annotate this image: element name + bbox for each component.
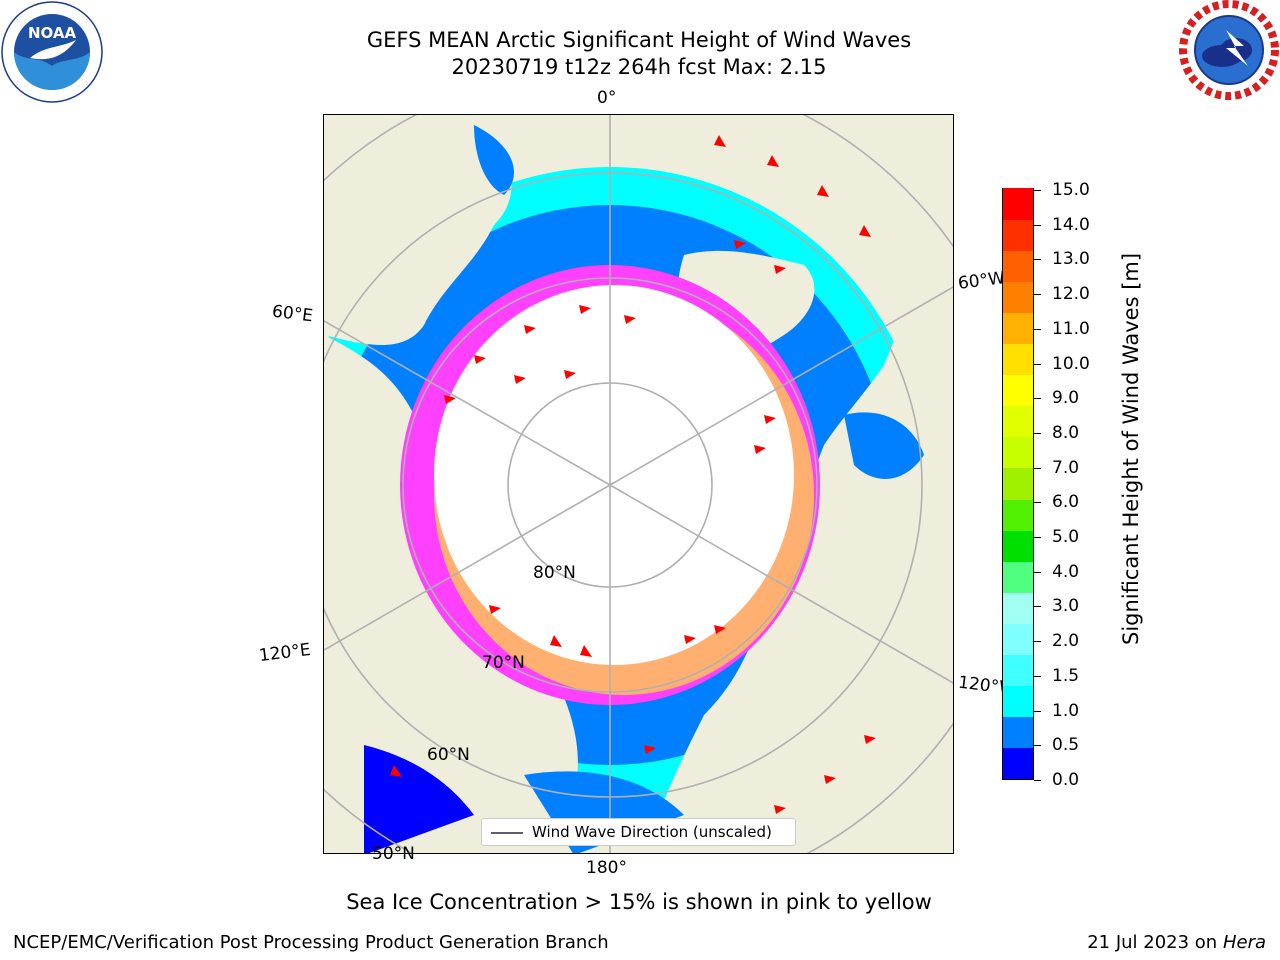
colorbar-segment — [1003, 281, 1033, 314]
colorbar-tick-mark — [1034, 537, 1041, 539]
colorbar-segment — [1003, 591, 1033, 624]
colorbar-tick-mark — [1034, 502, 1041, 504]
colorbar-tick-mark — [1034, 224, 1041, 226]
noaa-logo-text: NOAA — [28, 24, 77, 42]
colorbar-tick-mark — [1034, 328, 1041, 330]
footer-host: Hera — [1222, 932, 1266, 953]
colorbar-tick-mark — [1034, 259, 1041, 261]
wind-wave-direction-arrows — [390, 135, 876, 814]
colorbar-segment — [1003, 312, 1033, 345]
lat-label-50n: 50°N — [372, 844, 415, 864]
colorbar-segment — [1003, 715, 1033, 748]
colorbar-segment — [1003, 560, 1033, 593]
colorbar-tick-label: 4.0 — [1052, 561, 1080, 582]
colorbar-segment — [1003, 343, 1033, 376]
chart-subtitle: 20230719 t12z 264h fcst Max: 2.15 — [451, 55, 827, 79]
colorbar-segment — [1003, 467, 1033, 500]
colorbar-segment — [1003, 498, 1033, 531]
lon-label-60w: 60°W — [956, 268, 1006, 294]
lon-label-60e: 60°E — [270, 301, 314, 327]
lat-label-80n: 80°N — [533, 563, 576, 583]
lon-label-0: 0° — [597, 88, 617, 108]
colorbar-tick-label: 5.0 — [1052, 527, 1080, 548]
colorbar-segment — [1003, 374, 1033, 407]
colorbar-tick-mark — [1034, 432, 1041, 434]
colorbar-fill — [1003, 187, 1033, 779]
colorbar-tick-label: 2.0 — [1052, 631, 1080, 652]
colorbar-tick-label: 8.0 — [1052, 422, 1080, 443]
lat-label-70n: 70°N — [482, 653, 525, 673]
colorbar-tick-label: 1.5 — [1052, 665, 1080, 686]
colorbar-tick-mark — [1034, 467, 1041, 469]
colorbar-tick-mark — [1034, 398, 1041, 400]
colorbar-tick-label: 0.0 — [1052, 770, 1080, 790]
colorbar-tick-label: 10.0 — [1052, 353, 1090, 374]
colorbar-tick-label: 14.0 — [1052, 214, 1090, 235]
colorbar-segment — [1003, 622, 1033, 655]
colorbar-segment — [1003, 187, 1033, 221]
colorbar-tick-label: 6.0 — [1052, 492, 1080, 513]
colorbar-tick-mark — [1034, 571, 1041, 573]
colorbar-segment — [1003, 529, 1033, 562]
colorbar-label: Significant Height of Wind Waves [m] — [1119, 252, 1143, 645]
colorbar-segment — [1003, 249, 1033, 283]
graticule — [324, 115, 953, 853]
colorbar-tick-mark — [1034, 190, 1041, 191]
colorbar-tick-label: 9.0 — [1052, 388, 1080, 409]
colorbar-segment — [1003, 218, 1033, 252]
colorbar-tick-label: 7.0 — [1052, 457, 1080, 478]
colorbar-tick-label: 11.0 — [1052, 318, 1090, 339]
colorbar-segment — [1003, 436, 1033, 469]
national-weather-service-logo-icon — [1179, 0, 1279, 100]
colorbar — [1002, 187, 1034, 780]
colorbar-tick-mark — [1034, 363, 1041, 365]
colorbar-segment — [1003, 684, 1033, 717]
colorbar-segment — [1003, 746, 1033, 779]
legend-line-icon — [491, 832, 523, 834]
colorbar-tick-mark — [1034, 641, 1041, 643]
hudson-bay — [844, 412, 924, 479]
colorbar-tick-label: 1.0 — [1052, 700, 1080, 721]
colorbar-tick-mark — [1034, 745, 1041, 747]
chart-title: GEFS MEAN Arctic Significant Height of W… — [366, 28, 912, 52]
footer-date: 21 Jul 2023 on — [1087, 932, 1223, 953]
colorbar-tick-label: 13.0 — [1052, 249, 1090, 270]
colorbar-tick-mark — [1034, 675, 1041, 677]
colorbar-tick-label: 0.5 — [1052, 735, 1080, 756]
colorbar-tick-label: 3.0 — [1052, 596, 1080, 617]
colorbar-segment — [1003, 405, 1033, 438]
noaa-logo-icon: NOAA — [1, 1, 103, 103]
lat-label-60n: 60°N — [427, 745, 470, 765]
colorbar-tick-mark — [1034, 710, 1041, 712]
footer-date-host: 21 Jul 2023 on Hera — [1087, 932, 1266, 954]
legend-label: Wind Wave Direction (unscaled) — [532, 823, 772, 841]
lon-label-180: 180° — [586, 858, 627, 878]
arctic-polar-map — [323, 114, 954, 854]
colorbar-tick-mark — [1034, 606, 1041, 608]
sea-ice-note: Sea Ice Concentration > 15% is shown in … — [346, 890, 932, 914]
colorbar-tick-mark — [1034, 780, 1041, 781]
colorbar-tick-label: 15.0 — [1052, 180, 1090, 200]
map-legend: Wind Wave Direction (unscaled) — [481, 818, 796, 846]
colorbar-tick-mark — [1034, 294, 1041, 296]
colorbar-segment — [1003, 653, 1033, 686]
wave-height-field — [324, 115, 953, 853]
lon-label-120e: 120°E — [257, 639, 312, 667]
central-arctic-ice — [434, 285, 794, 665]
land-scandinavia — [324, 115, 512, 345]
colorbar-tick-label: 12.0 — [1052, 284, 1090, 305]
footer-org: NCEP/EMC/Verification Post Processing Pr… — [13, 932, 609, 953]
